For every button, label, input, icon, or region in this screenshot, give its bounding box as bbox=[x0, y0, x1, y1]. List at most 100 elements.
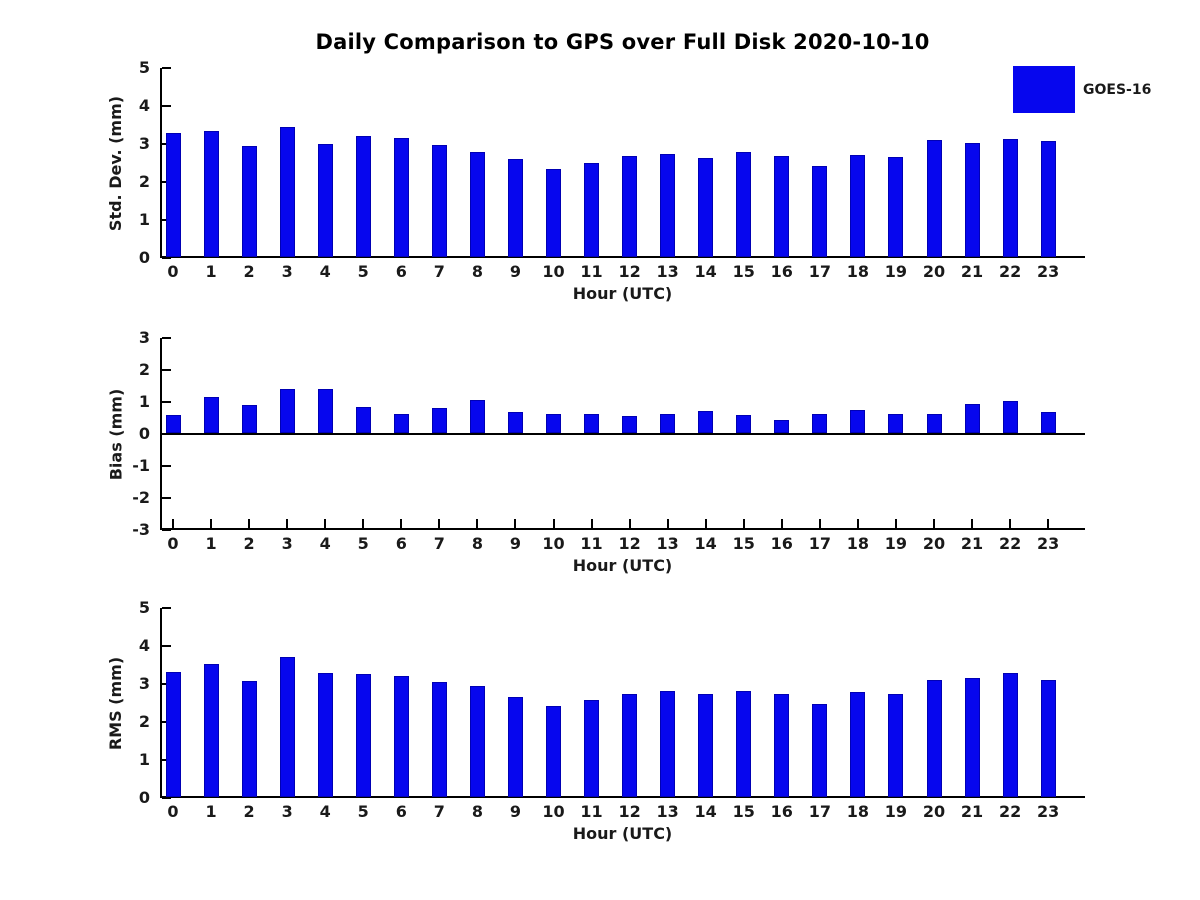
x-tick-label: 17 bbox=[808, 802, 831, 821]
bar-hour-9 bbox=[507, 412, 523, 433]
x-tick-label: 21 bbox=[960, 262, 984, 281]
x-tick-label: 8 bbox=[471, 802, 483, 821]
bar-hour-0 bbox=[165, 671, 181, 797]
x-tick-mark bbox=[552, 519, 555, 528]
bar-hour-5 bbox=[355, 673, 371, 797]
x-tick-label: 0 bbox=[167, 802, 179, 821]
bar-hour-15 bbox=[736, 415, 752, 433]
y-axis-title: Std. Dev. (mm) bbox=[94, 68, 138, 258]
bar-hour-4 bbox=[317, 144, 333, 257]
bar-hour-21 bbox=[964, 403, 980, 433]
legend-swatch-icon bbox=[1013, 66, 1075, 113]
x-tick-mark bbox=[590, 519, 593, 528]
x-tick-mark bbox=[324, 519, 327, 528]
bar-hour-19 bbox=[888, 413, 904, 433]
x-tick-label: 13 bbox=[656, 802, 679, 821]
bar-hour-0 bbox=[165, 132, 181, 257]
bar-hour-14 bbox=[698, 157, 714, 257]
bar-hour-8 bbox=[469, 151, 485, 257]
x-tick-label: 17 bbox=[808, 262, 831, 281]
x-axis-spine bbox=[160, 796, 1085, 798]
x-tick-label: 2 bbox=[243, 534, 255, 553]
y-tick-label: 5 bbox=[138, 598, 150, 617]
bar-hour-9 bbox=[507, 159, 523, 257]
bar-hour-18 bbox=[850, 409, 866, 433]
y-axis-title-text: Std. Dev. (mm) bbox=[106, 95, 126, 231]
y-tick-label: 2 bbox=[138, 712, 150, 731]
y-tick-label: 5 bbox=[138, 58, 150, 77]
y-tick-label: 3 bbox=[138, 674, 150, 693]
bar-hour-23 bbox=[1040, 679, 1056, 797]
bar-hour-16 bbox=[774, 694, 790, 797]
y-tick-mark bbox=[162, 529, 171, 531]
bar-hour-2 bbox=[241, 145, 257, 257]
y-tick-mark bbox=[162, 105, 171, 107]
bar-hour-11 bbox=[584, 163, 600, 257]
x-tick-label: 11 bbox=[580, 262, 603, 281]
x-tick-label: 15 bbox=[732, 534, 755, 553]
x-tick-label: 6 bbox=[395, 534, 407, 553]
bar-hour-8 bbox=[469, 685, 485, 797]
y-tick-mark bbox=[162, 497, 171, 499]
bar-hour-10 bbox=[546, 168, 561, 257]
y-axis-spine bbox=[160, 68, 162, 258]
x-tick-label: 3 bbox=[281, 802, 293, 821]
bar-hour-0 bbox=[165, 415, 181, 433]
y-tick-label: 1 bbox=[138, 750, 150, 769]
subplot-rms: 0 1 2 3 4 5 0 1 2 3 4 5 6 7 8 9 10 11 12 13 14 15 16 17 18 19 20 21… bbox=[107, 598, 1085, 843]
x-tick-mark bbox=[818, 519, 821, 528]
bar-hour-17 bbox=[812, 414, 828, 433]
y-axis-title-text: Bias (mm) bbox=[106, 388, 126, 480]
x-tick-label: 8 bbox=[471, 262, 483, 281]
x-tick-label: 15 bbox=[732, 262, 755, 281]
x-tick-label: 13 bbox=[656, 262, 679, 281]
bar-hour-22 bbox=[1002, 400, 1018, 433]
subplot-bias: -3 -2 -1 0 1 2 3 0 1 2 3 4 5 6 7 8 9 10 11 12 13 14 15 16 17 18 19… bbox=[107, 328, 1085, 575]
bar-hour-21 bbox=[964, 142, 980, 257]
x-tick-label: 18 bbox=[846, 802, 870, 821]
bar-hour-11 bbox=[584, 413, 600, 433]
x-tick-mark bbox=[248, 519, 251, 528]
x-tick-label: 19 bbox=[884, 802, 908, 821]
x-tick-label: 5 bbox=[357, 534, 369, 553]
x-tick-label: 12 bbox=[618, 262, 641, 281]
bar-hour-1 bbox=[203, 397, 219, 433]
bar-hour-12 bbox=[622, 415, 638, 433]
bar-hour-6 bbox=[393, 138, 409, 257]
bar-hour-2 bbox=[241, 681, 257, 797]
bar-hour-3 bbox=[279, 656, 295, 797]
y-tick-label: 3 bbox=[138, 328, 150, 347]
x-tick-label: 3 bbox=[281, 534, 293, 553]
y-tick-label: 0 bbox=[138, 788, 150, 807]
bar-hour-13 bbox=[660, 690, 676, 797]
bar-hour-12 bbox=[622, 693, 638, 797]
y-tick-mark bbox=[162, 465, 171, 467]
x-tick-label: 10 bbox=[542, 802, 565, 821]
x-tick-label: 19 bbox=[884, 262, 908, 281]
bar-hour-22 bbox=[1002, 138, 1018, 257]
x-tick-label: 19 bbox=[884, 534, 908, 553]
bar-hour-4 bbox=[317, 672, 333, 797]
x-tick-label: 2 bbox=[243, 262, 255, 281]
bar-hour-20 bbox=[926, 140, 942, 257]
x-tick-label: 16 bbox=[770, 262, 793, 281]
x-tick-label: 4 bbox=[319, 534, 331, 553]
bar-hour-15 bbox=[736, 151, 752, 257]
y-tick-mark bbox=[162, 257, 171, 259]
y-axis-title: RMS (mm) bbox=[94, 608, 138, 798]
bar-hour-17 bbox=[812, 703, 828, 797]
y-tick-mark bbox=[162, 67, 171, 69]
y-tick-mark bbox=[162, 797, 171, 799]
x-tick-label: 7 bbox=[433, 262, 445, 281]
bar-hour-17 bbox=[812, 166, 828, 257]
bar-hour-3 bbox=[279, 126, 295, 257]
x-tick-label: 7 bbox=[433, 534, 445, 553]
x-tick-label: 12 bbox=[618, 802, 641, 821]
x-tick-mark bbox=[856, 519, 859, 528]
x-tick-label: 8 bbox=[471, 534, 483, 553]
bar-hour-7 bbox=[431, 408, 447, 433]
bar-hour-1 bbox=[203, 130, 219, 257]
y-tick-label: 0 bbox=[138, 424, 150, 443]
x-axis-spine bbox=[160, 256, 1085, 258]
